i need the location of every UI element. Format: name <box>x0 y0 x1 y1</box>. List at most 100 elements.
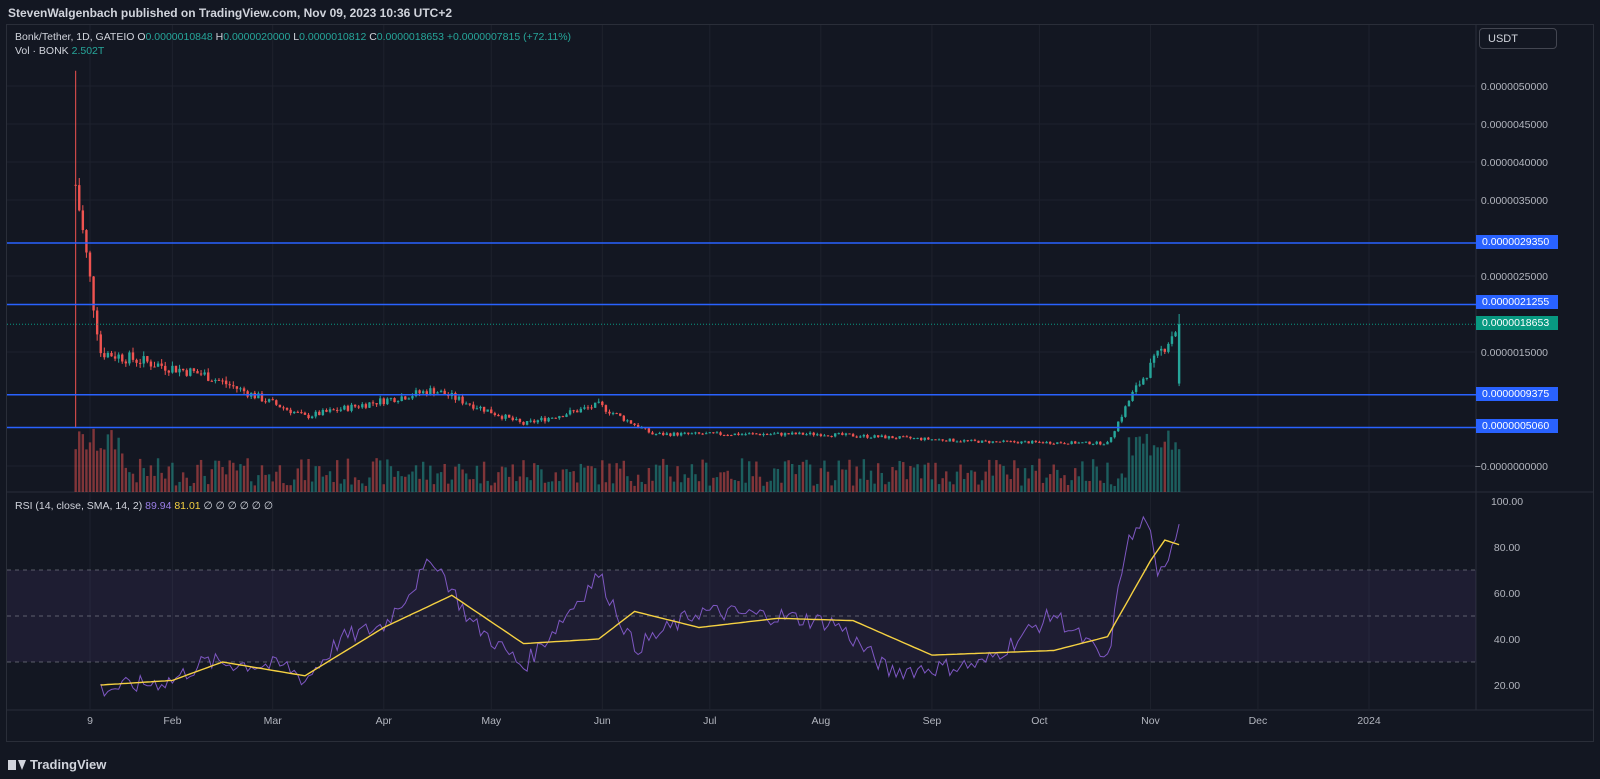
candle-body <box>199 373 203 375</box>
candle-body <box>267 399 271 402</box>
volume-bar <box>826 471 830 492</box>
x-tick-label: 2024 <box>1357 715 1381 727</box>
candle-body <box>81 210 85 231</box>
candle-body <box>884 435 887 439</box>
candle-body <box>110 352 113 357</box>
candle-body <box>321 409 325 416</box>
volume-bar <box>572 471 575 492</box>
candle-body <box>902 436 905 438</box>
x-tick-label: Dec <box>1249 715 1268 727</box>
volume-bar <box>242 465 246 492</box>
volume-bar <box>314 466 317 492</box>
volume-bar <box>1163 441 1166 492</box>
volume-bar <box>597 484 600 492</box>
volume-bar <box>164 478 167 492</box>
candle-body <box>730 435 733 437</box>
volume-bar <box>662 458 665 492</box>
volume-bar <box>318 466 321 492</box>
volume-bar <box>411 471 414 492</box>
candle-body <box>457 396 461 400</box>
chart-frame[interactable] <box>6 24 1594 742</box>
volume-bar <box>196 464 199 492</box>
currency-button[interactable]: USDT <box>1479 28 1557 49</box>
candle-body <box>880 435 883 438</box>
change-value: +0.0000007815 (+72.11%) <box>446 31 572 43</box>
candle-body <box>156 363 160 367</box>
volume-bar <box>980 480 984 492</box>
candle-body <box>712 432 715 434</box>
volume-bar <box>414 465 418 492</box>
volume-bar <box>697 481 701 492</box>
volume-bar <box>382 484 385 492</box>
candle-body <box>504 414 507 419</box>
candle-body <box>970 439 973 441</box>
candle-body <box>217 379 221 381</box>
symbol-label[interactable]: Bonk/Tether, 1D, GATEIO <box>15 31 135 43</box>
candle-body <box>744 434 747 436</box>
volume-bar <box>1066 485 1070 492</box>
volume-bar <box>608 463 611 492</box>
volume-bar <box>1113 485 1116 492</box>
volume-bar <box>418 478 421 492</box>
volume-bar <box>92 428 95 492</box>
volume-bar <box>321 476 325 492</box>
candle-body <box>1020 441 1023 444</box>
volume-bar <box>178 481 181 492</box>
candle-body <box>1109 437 1113 442</box>
candle-body <box>1102 444 1106 446</box>
tradingview-logo[interactable]: TradingView <box>8 757 106 772</box>
top-bar: StevenWalgenbach published on TradingVie… <box>0 0 1600 24</box>
rsi-label[interactable]: RSI (14, close, SMA, 14, 2) <box>15 500 143 512</box>
candle-body <box>307 414 310 419</box>
candle-body <box>819 434 823 436</box>
volume-bar <box>719 472 722 492</box>
candle-body <box>507 414 511 418</box>
candle-body <box>1170 336 1174 344</box>
volume-bar <box>174 485 178 492</box>
volume-bar <box>798 464 801 492</box>
volume-bar <box>332 482 335 492</box>
volume-bar <box>561 469 565 492</box>
candle-body <box>178 368 181 373</box>
volume-label[interactable]: Vol · BONK <box>15 45 69 57</box>
candle-body <box>361 404 364 408</box>
candle-body <box>393 398 396 403</box>
x-tick-label: Jun <box>594 715 611 727</box>
volume-bar <box>260 465 264 492</box>
volume-bar <box>923 464 926 492</box>
candle-body <box>135 359 138 363</box>
candle-body <box>737 433 740 435</box>
candle-body <box>1081 442 1084 444</box>
volume-bar <box>85 449 88 492</box>
candle-body <box>658 432 661 435</box>
candle-body <box>314 411 317 417</box>
candle-body <box>343 405 346 410</box>
volume-bar <box>1177 449 1181 492</box>
volume-bar <box>862 459 866 492</box>
candle-body <box>765 434 769 436</box>
candle-body <box>1059 442 1063 444</box>
candle-body <box>518 418 522 422</box>
volume-bar <box>457 463 461 492</box>
candle-body <box>590 407 593 409</box>
volume-bar <box>934 462 937 492</box>
candle-body <box>1023 441 1027 443</box>
candle-body <box>762 434 765 436</box>
candle-body <box>955 441 959 443</box>
candle-body <box>980 440 984 443</box>
candle-body <box>755 433 758 435</box>
candle-body <box>855 436 858 438</box>
candle-body <box>242 388 246 392</box>
volume-bar <box>432 484 436 492</box>
tradingview-logo-icon <box>8 759 26 770</box>
high-label: H <box>215 31 224 43</box>
candle-body <box>117 354 120 359</box>
volume-bar <box>515 481 518 492</box>
volume-bar <box>1134 437 1138 492</box>
candle-body <box>160 363 163 366</box>
volume-bar <box>78 431 81 492</box>
volume-bar <box>855 466 858 492</box>
candle-body <box>669 433 672 436</box>
candle-body <box>841 433 844 435</box>
